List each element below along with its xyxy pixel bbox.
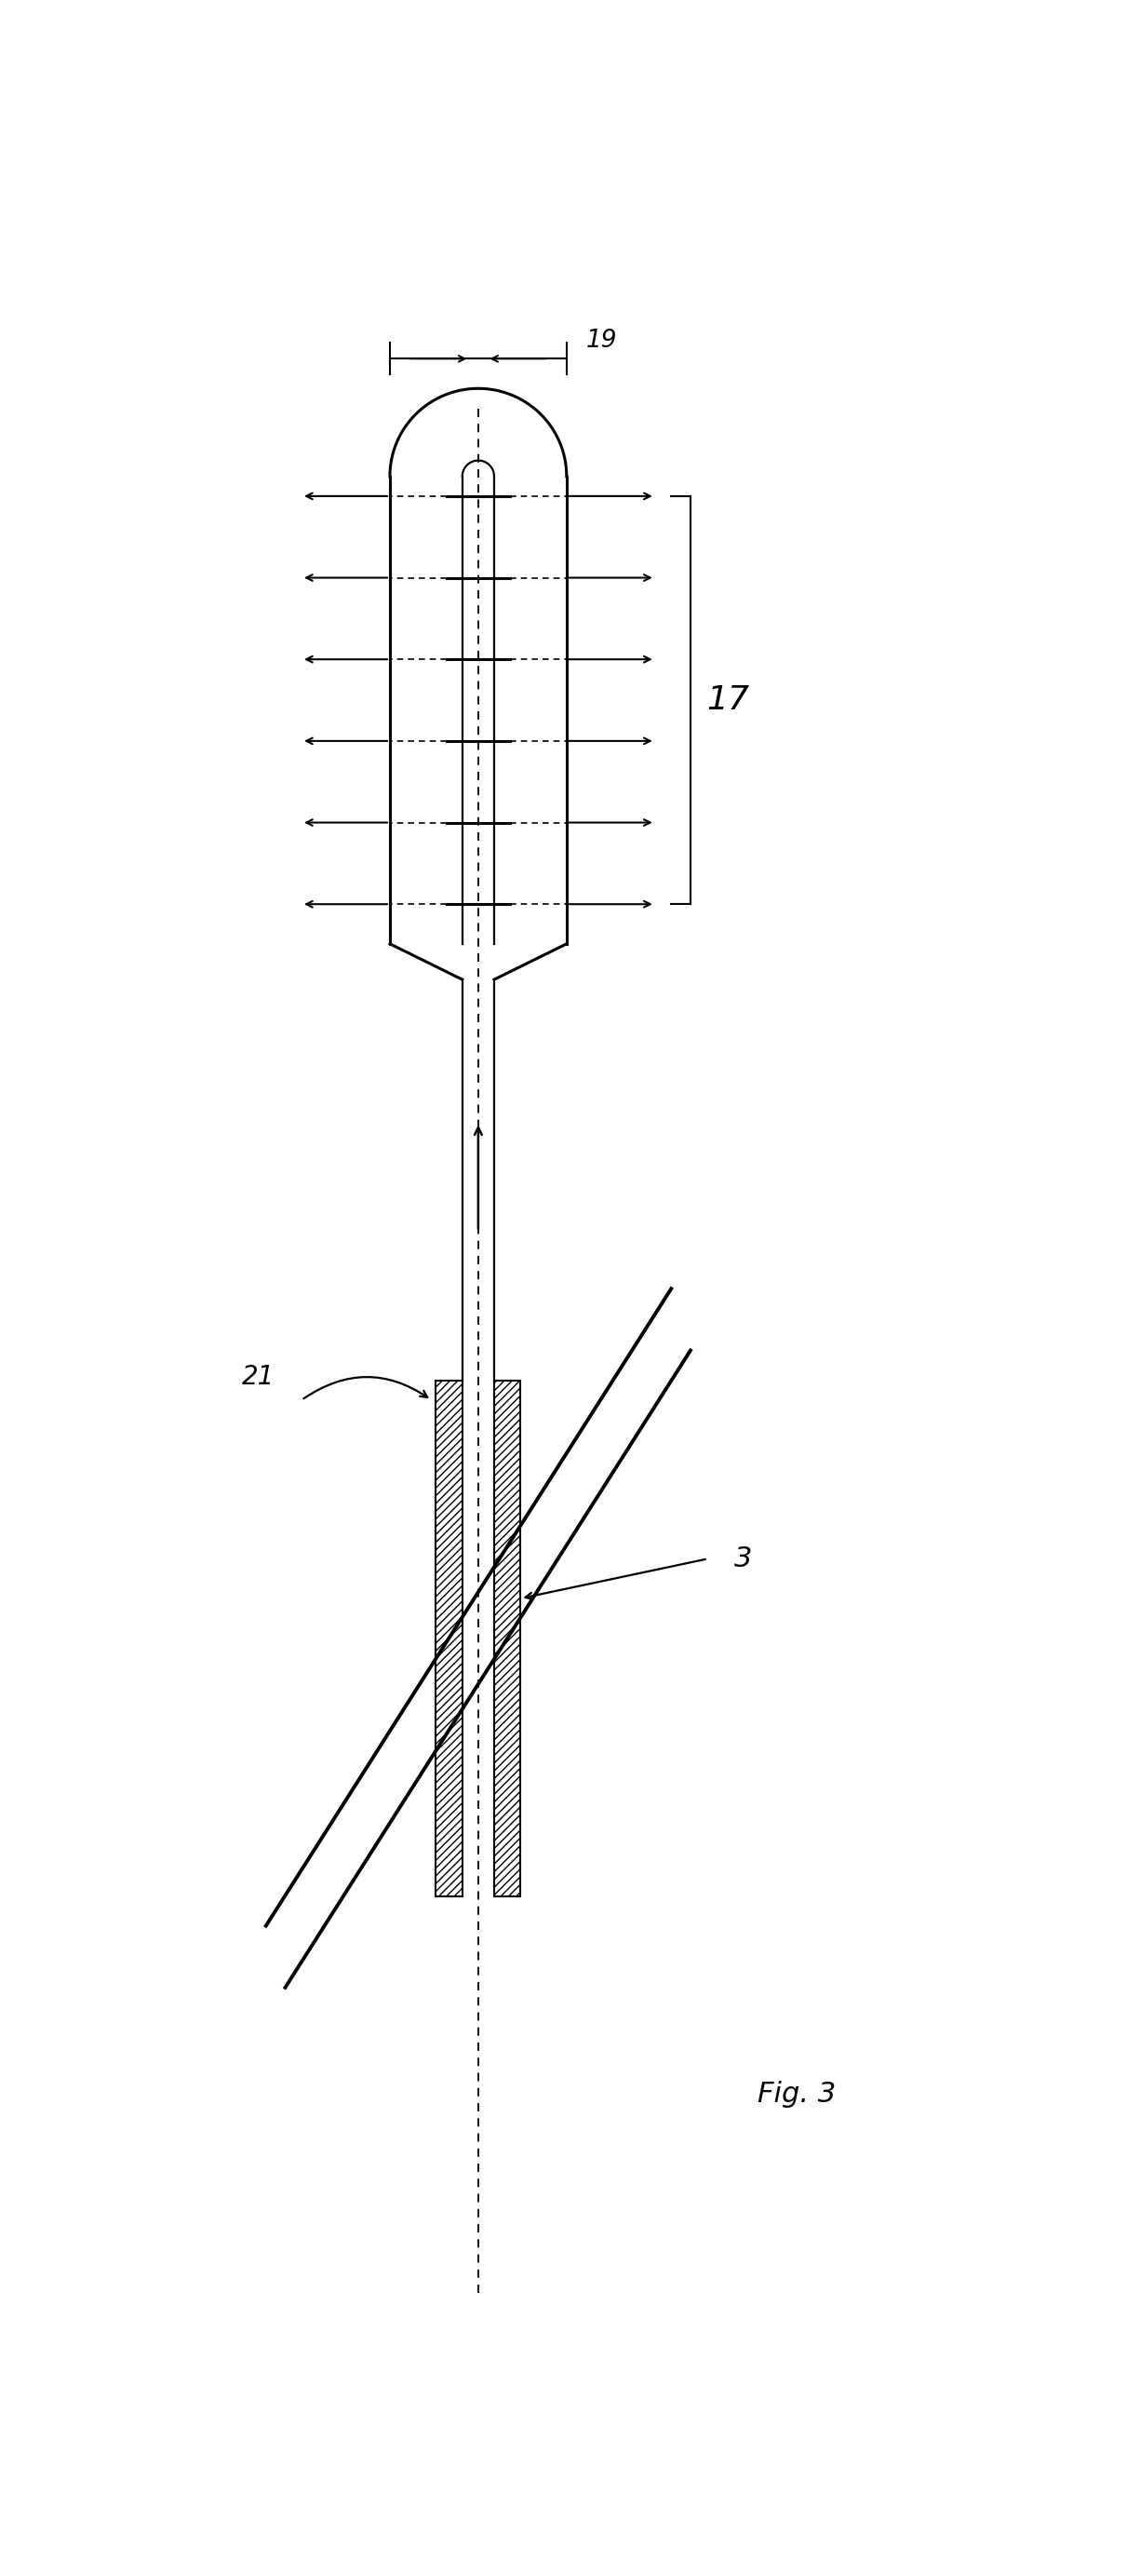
Text: 17: 17 bbox=[706, 685, 749, 716]
Text: 19: 19 bbox=[586, 330, 617, 353]
Bar bbox=[435, 1381, 463, 1896]
Text: Fig. 3: Fig. 3 bbox=[757, 2081, 836, 2107]
Text: 21: 21 bbox=[242, 1365, 275, 1391]
Text: 3: 3 bbox=[734, 1546, 752, 1571]
Bar bbox=[494, 1381, 521, 1896]
